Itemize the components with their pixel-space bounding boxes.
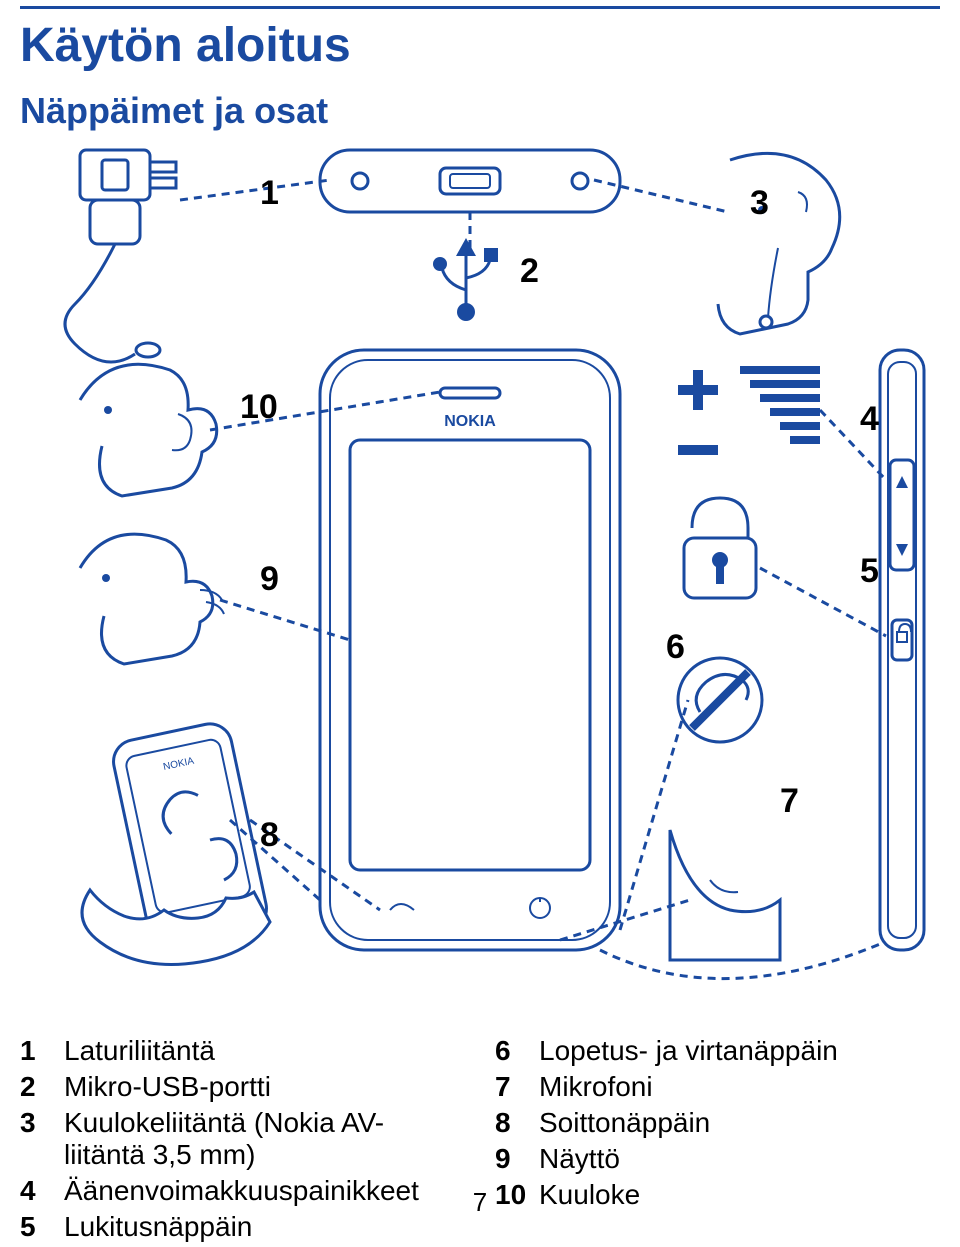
legend-num: 6 (495, 1035, 539, 1067)
ear-listen-icon (80, 364, 217, 496)
phone-top-edge (320, 150, 620, 212)
lock-icon (684, 498, 756, 598)
top-rule (20, 6, 940, 9)
parts-diagram: .st { stroke:#1a4aa0; stroke-width:3; fi… (20, 140, 940, 1020)
legend-num: 3 (20, 1107, 64, 1171)
legend-num: 2 (20, 1071, 64, 1103)
callout-6: 6 (666, 628, 685, 666)
legend-num: 9 (495, 1143, 539, 1175)
callout-1: 1 (260, 174, 279, 212)
section-title: Näppäimet ja osat (20, 90, 328, 132)
legend-row: 6Lopetus- ja virtanäppäin (495, 1035, 940, 1067)
callout-2: 2 (520, 252, 539, 290)
phone-front: NOKIA (320, 350, 620, 950)
legend-row: 3Kuulokeliitäntä (Nokia AV-liitäntä 3,5 … (20, 1107, 465, 1171)
page-number: 7 (0, 1187, 960, 1218)
callout-9: 9 (260, 560, 279, 598)
legend-text: Kuulokeliitäntä (Nokia AV-liitäntä 3,5 m… (64, 1107, 465, 1171)
legend-text: Näyttö (539, 1143, 940, 1175)
callout-4: 4 (860, 400, 879, 438)
end-call-icon (678, 658, 762, 742)
charger-icon (65, 150, 176, 362)
callout-10: 10 (240, 388, 278, 426)
page-title: Käytön aloitus (20, 18, 351, 73)
legend-text: Mikrofoni (539, 1071, 940, 1103)
leader-1 (180, 180, 330, 200)
legend-row: 9Näyttö (495, 1143, 940, 1175)
legend-row: 8Soittonäppäin (495, 1107, 940, 1139)
volume-icon (678, 366, 820, 450)
callout-7: 7 (780, 782, 799, 820)
usb-icon (433, 238, 498, 321)
earphone-person-icon (718, 153, 840, 334)
legend-text: Mikro-USB-portti (64, 1071, 465, 1103)
phone-side (880, 350, 924, 950)
callout-3: 3 (750, 184, 769, 222)
callout-5: 5 (860, 552, 879, 590)
legend-text: Laturiliitäntä (64, 1035, 465, 1067)
legend-num: 1 (20, 1035, 64, 1067)
svg-text:NOKIA: NOKIA (444, 413, 496, 430)
legend-text: Soittonäppäin (539, 1107, 940, 1139)
legend-row: 2Mikro-USB-portti (20, 1071, 465, 1103)
hand-phone-icon: NOKIA (82, 720, 271, 965)
legend-row: 7Mikrofoni (495, 1071, 940, 1103)
callout-8: 8 (260, 816, 279, 854)
legend-text: Lopetus- ja virtanäppäin (539, 1035, 940, 1067)
chin-icon (670, 830, 780, 960)
ear-speak-icon (80, 534, 224, 664)
legend-row: 1Laturiliitäntä (20, 1035, 465, 1067)
legend-num: 7 (495, 1071, 539, 1103)
legend-num: 8 (495, 1107, 539, 1139)
